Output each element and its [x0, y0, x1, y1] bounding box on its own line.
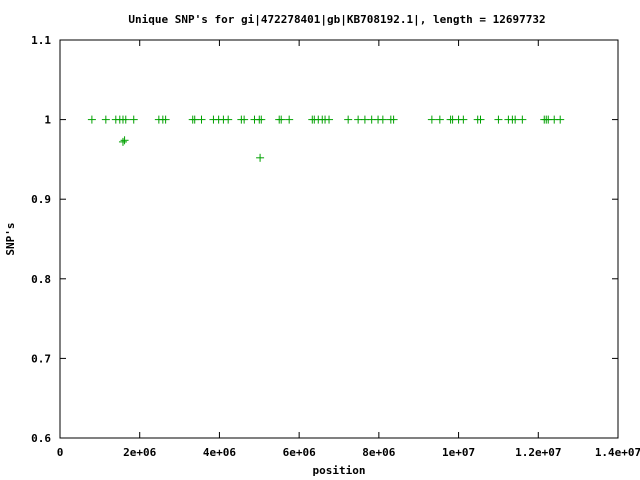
data-point [378, 115, 387, 124]
x-tick-label: 8e+06 [362, 446, 395, 459]
data-point [511, 115, 520, 124]
data-point [427, 115, 436, 124]
data-point [121, 115, 130, 124]
x-axis-label: position [313, 464, 366, 477]
y-tick-label: 0.8 [31, 273, 51, 286]
data-point [494, 115, 503, 124]
data-point [161, 115, 170, 124]
y-axis: 0.6 0.7 0.8 0.9 1 1.1 [31, 34, 618, 445]
y-tick-label: 0.9 [31, 193, 51, 206]
data-point [389, 115, 398, 124]
y-axis-label: SNP's [4, 222, 17, 255]
chart-title: Unique SNP's for gi|472278401|gb|KB70819… [128, 13, 545, 26]
data-point [459, 115, 468, 124]
plot-area-frame [59, 39, 619, 439]
data-point [118, 137, 127, 146]
x-tick-label: 1e+07 [442, 446, 475, 459]
y-tick-label: 1 [44, 114, 51, 127]
data-point [354, 115, 363, 124]
data-point [87, 115, 96, 124]
data-point [257, 115, 266, 124]
x-tick-label: 1.4e+07 [595, 446, 640, 459]
data-point [197, 115, 206, 124]
data-point [120, 136, 129, 145]
data-point [360, 115, 369, 124]
data-point [277, 115, 286, 124]
x-tick-label: 6e+06 [283, 446, 316, 459]
data-point [101, 115, 110, 124]
x-tick-label: 2e+06 [123, 446, 156, 459]
data-point [190, 115, 199, 124]
data-point [129, 115, 138, 124]
data-point [435, 115, 444, 124]
x-tick-label: 4e+06 [203, 446, 236, 459]
data-point [325, 115, 334, 124]
x-axis: 0 2e+06 4e+06 6e+06 8e+06 1e+07 1.2e+07 1.4e+07 [57, 40, 640, 459]
y-tick-label: 0.6 [31, 432, 51, 445]
data-point [285, 115, 294, 124]
x-tick-label: 1.2e+07 [515, 446, 561, 459]
y-tick-label: 0.7 [31, 352, 51, 365]
x-tick-label: 0 [57, 446, 64, 459]
data-point [476, 115, 485, 124]
data-point [224, 115, 233, 124]
data-point [518, 115, 527, 124]
data-point [556, 115, 565, 124]
y-tick-label: 1.1 [31, 34, 51, 47]
data-point [344, 115, 353, 124]
data-point [256, 153, 265, 162]
data-series [87, 115, 565, 162]
data-point [240, 115, 249, 124]
